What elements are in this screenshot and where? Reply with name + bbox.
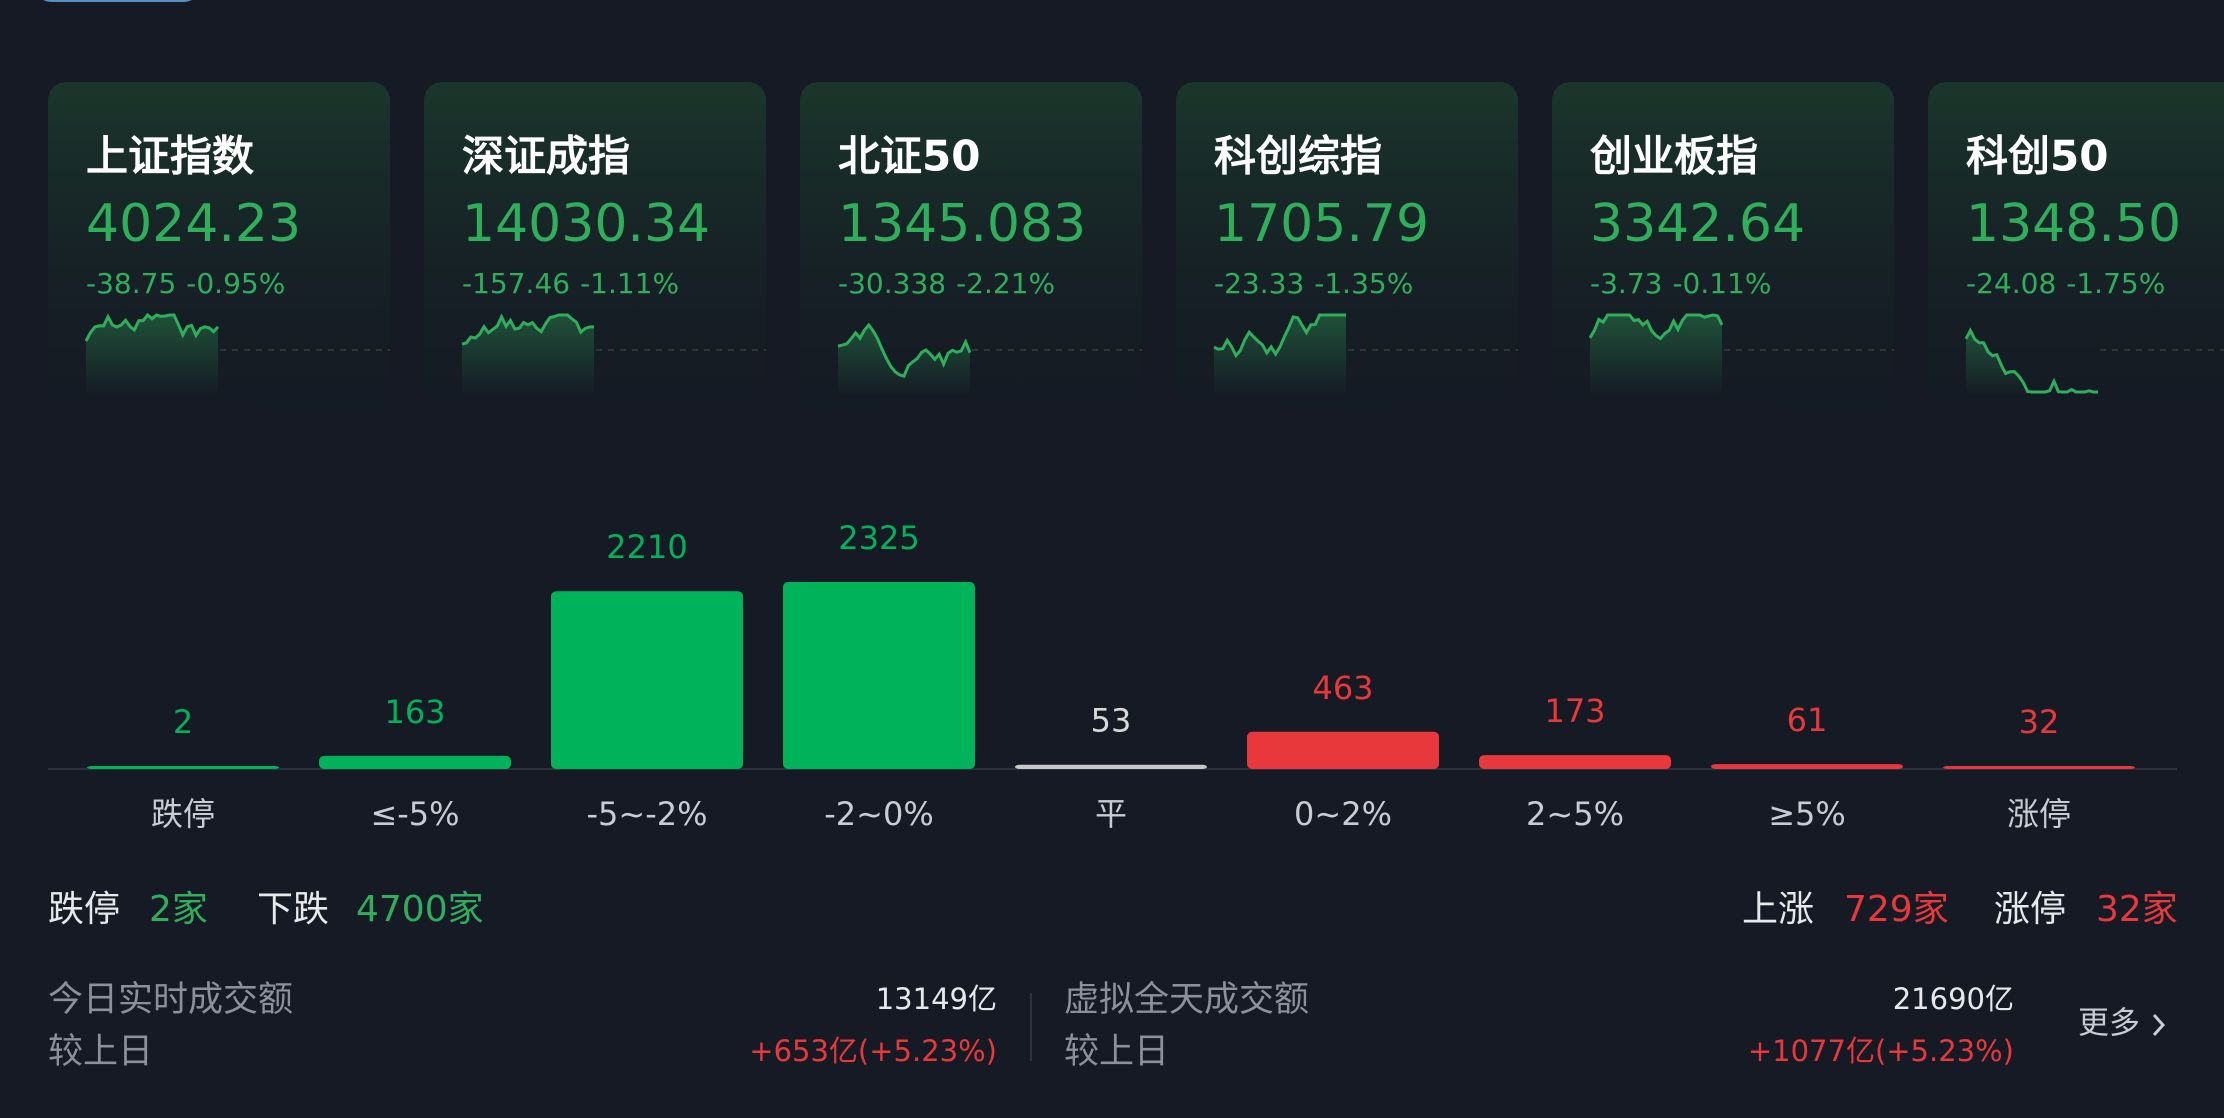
more-label: 更多 [2078,1006,2140,1042]
bar [551,591,743,769]
sparkline-area [1590,315,1722,395]
value-label: 2210 [606,528,687,566]
x-tick-label: 0~2% [1294,795,1392,833]
index-change: -30.338 [838,267,946,300]
sparkline [837,322,972,378]
summary-label: 跌停 [48,889,120,930]
index-value: 1345.083 [838,194,1086,254]
index-value: 1705.79 [1214,194,1429,254]
x-tick-label: 平 [1095,795,1127,833]
tab-pill[interactable] [35,0,200,2]
index-value: 14030.34 [462,194,710,254]
sparkline [1213,313,1346,359]
value-label: 163 [384,693,445,731]
turnover-value: 21690亿 [1893,982,2014,1016]
compare-label: 较上日 [48,1032,153,1072]
turnover-value: 13149亿 [876,982,997,1016]
bar [1247,731,1439,769]
summary-value: 32家 [2096,889,2178,930]
index-pct: -2.21% [956,267,1055,300]
index-pct: -0.95% [186,267,285,300]
sparkline-area [1214,315,1346,395]
index-card[interactable]: 创业板指 3342.64 -3.73 -0.11% [1552,82,1894,462]
value-label: 173 [1544,692,1605,730]
bar [319,755,511,769]
value-label: 2325 [838,519,919,557]
index-name: 深证成指 [462,132,630,181]
value-label: 61 [1787,701,1828,739]
x-tick-label: ≥5% [1768,795,1846,833]
index-name: 上证指数 [86,132,254,181]
index-name: 北证50 [838,132,980,181]
index-pct: -0.11% [1672,267,1771,300]
summary-value: 729家 [1844,889,1949,930]
summary-label: 下跌 [257,889,329,930]
chevron [2152,1013,2166,1037]
index-change: -3.73 [1590,267,1662,300]
x-tick-label: 涨停 [2007,795,2071,833]
index-card[interactable]: 科创综指 1705.79 -23.33 -1.35% [1176,82,1518,462]
index-pct: -1.75% [2066,267,2165,300]
summary-value: 4700家 [356,889,484,930]
index-name: 科创综指 [1214,132,1382,181]
index-change: -23.33 [1214,267,1304,300]
x-tick-label: ≤-5% [370,795,459,833]
turnover-label: 虚拟全天成交额 [1064,980,1309,1020]
index-value: 4024.23 [86,194,301,254]
bar [87,766,279,769]
sparkline [84,312,220,342]
index-change: -38.75 [86,267,176,300]
index-card[interactable]: 深证成指 14030.34 -157.46 -1.11% [424,82,766,462]
sparkline [461,313,595,346]
x-tick-label: -5~-2% [586,795,707,833]
bar [783,582,975,769]
summary-value: 2家 [149,889,208,930]
index-value: 1348.50 [1966,194,2181,254]
summary-label: 涨停 [1994,889,2066,930]
summary-label: 上涨 [1742,889,1814,930]
value-label: 2 [173,703,193,741]
sparkline-area [838,325,970,395]
x-tick-label: 2~5% [1526,795,1624,833]
bar [1943,766,2135,769]
distribution-chart: 2 跌停 163 ≤-5% 2210 -5~-2% 2325 -2~0% 53 平 463 0~2% 1… [48,519,2177,833]
index-card[interactable]: 上证指数 4024.23 -38.75 -0.95% [48,82,390,462]
value-label: 463 [1312,669,1373,707]
sparkline-area [1966,330,2098,395]
index-name: 科创50 [1966,132,2108,181]
turnover-label: 今日实时成交额 [48,980,293,1020]
bar [1711,764,1903,769]
index-card[interactable]: 北证50 1345.083 -30.338 -2.21% [800,82,1142,462]
index-change: -24.08 [1966,267,2056,300]
sparkline-area [86,315,218,395]
index-cards: 上证指数 4024.23 -38.75 -0.95% 深证成指 14030.34 -157.… [48,82,2224,462]
x-tick-label: -2~0% [824,795,933,833]
x-tick-label: 跌停 [151,795,215,833]
index-change: -157.46 [462,267,570,300]
sparkline [1964,327,2098,394]
summary-row: 跌停 2家 下跌 4700家 上涨 729家 涨停 32家 [48,889,2178,930]
compare-label: 较上日 [1064,1032,1169,1072]
index-name: 创业板指 [1590,132,1758,181]
sparkline-area [462,315,594,395]
compare-value: +653亿(+5.23%) [749,1034,997,1068]
value-label: 32 [2019,703,2060,741]
bar [1015,764,1207,769]
more-button[interactable]: 更多 [2078,1006,2166,1042]
index-pct: -1.11% [580,267,679,300]
value-label: 53 [1091,702,1132,740]
index-card[interactable]: 科创50 1348.50 -24.08 -1.75% [1928,82,2224,462]
sparkline [1588,313,1724,341]
compare-value: +1077亿(+5.23%) [1748,1034,2014,1068]
index-pct: -1.35% [1314,267,1413,300]
bar [1479,755,1671,769]
index-value: 3342.64 [1590,194,1805,254]
